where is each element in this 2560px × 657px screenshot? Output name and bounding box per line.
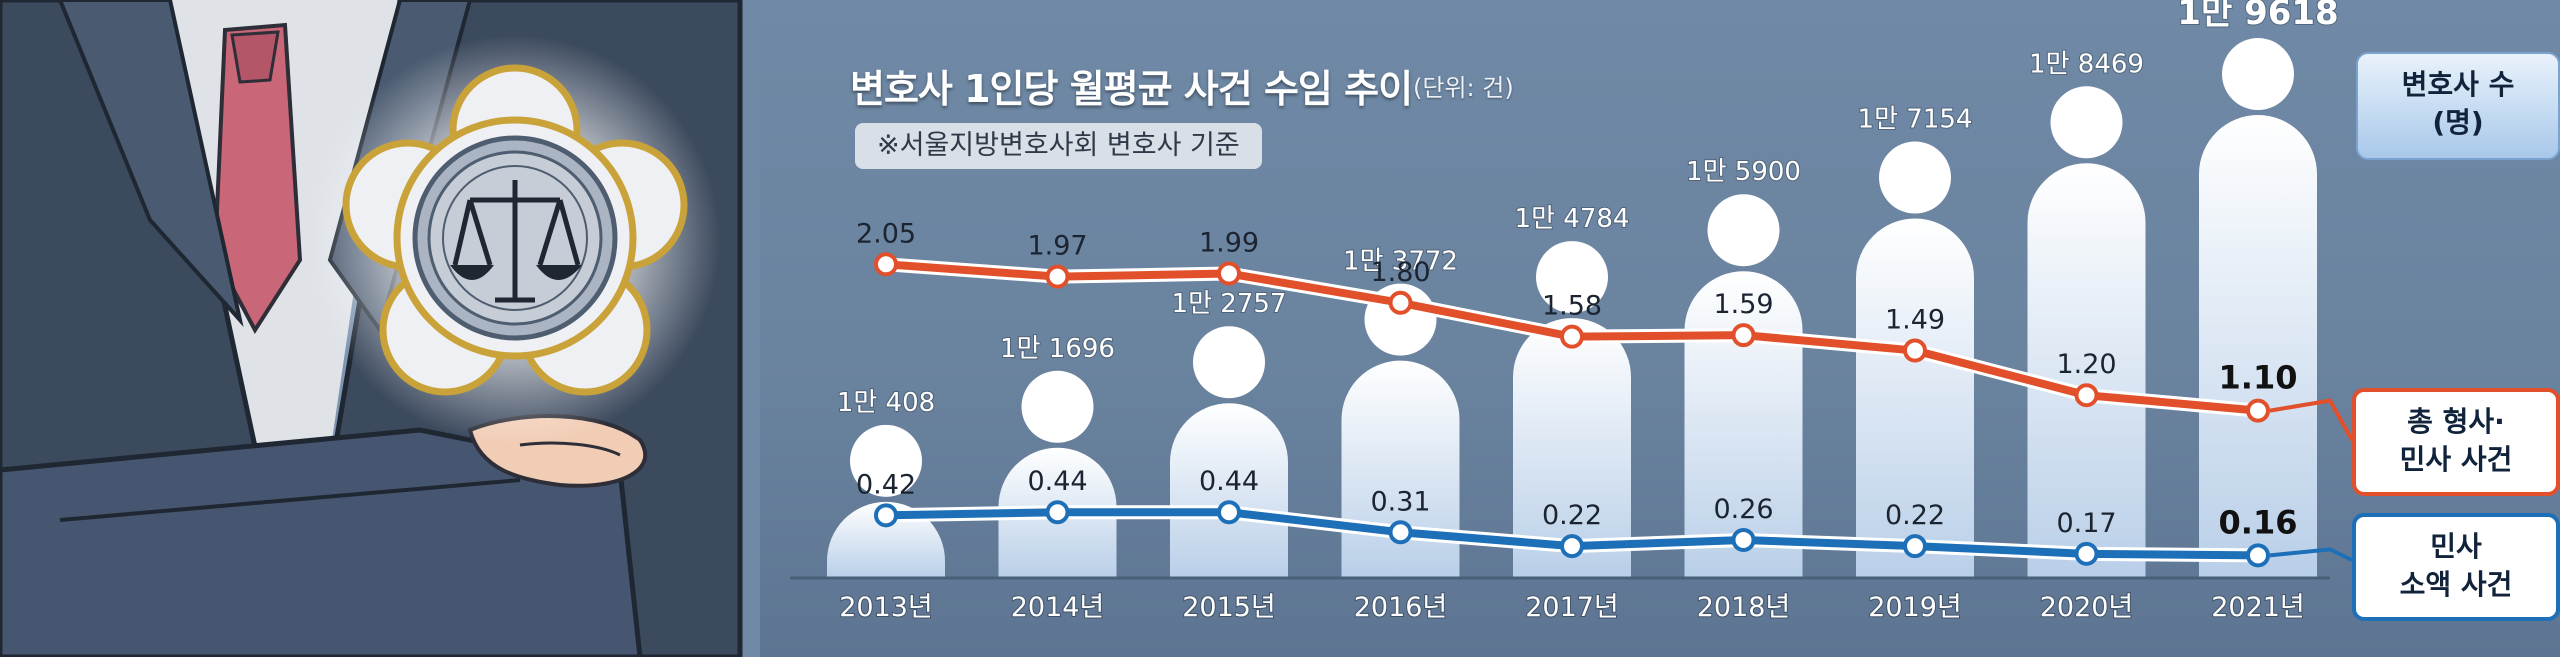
series-value-label: 1.80 — [1370, 257, 1430, 288]
legend-total-line1: 총 형사· — [2407, 405, 2505, 438]
series-value-label: 1.99 — [1199, 228, 1259, 259]
lawyer-body — [2027, 163, 2146, 578]
series-value-label: 0.22 — [1542, 500, 1602, 531]
lawyer-head — [1707, 194, 1780, 267]
legend-connector-total — [2269, 398, 2354, 441]
series-point — [1045, 500, 1070, 525]
lawyer-count-label: 1만 408 — [837, 388, 935, 418]
lawyer-count-label: 1만 8469 — [2029, 49, 2144, 79]
legend-total-line2: 민사 사건 — [2399, 443, 2513, 476]
badge-icon — [342, 64, 688, 396]
series-point — [1731, 323, 1756, 348]
series-value-label: 1.58 — [1542, 291, 1602, 322]
x-tick-label: 2014년 — [1011, 592, 1105, 623]
x-tick-label: 2021년 — [2211, 592, 2305, 623]
legend-small-claims: 민사 소액 사건 — [2352, 513, 2560, 621]
chart-title: 변호사 1인당 월평균 사건 수임 추이 — [850, 67, 1413, 111]
series-point — [1045, 264, 1070, 289]
legend-lawyers-line1: 변호사 수 — [2401, 68, 2515, 101]
series-point — [2246, 398, 2270, 423]
lawyer-count-label: 1만 4784 — [1515, 204, 1630, 234]
legend-total-cases: 총 형사· 민사 사건 — [2352, 388, 2560, 496]
lawyer-head — [850, 424, 922, 497]
series-point — [2074, 541, 2099, 566]
lawyer-body — [1684, 271, 1803, 578]
series-value-label: 0.16 — [2219, 503, 2298, 541]
lawyer-illustration — [0, 0, 760, 657]
lawyer-count-label: 1만 1696 — [1000, 334, 1115, 364]
series-value-label: 1.10 — [2219, 359, 2298, 397]
legend-connector-small — [2269, 547, 2353, 562]
series-value-label: 0.31 — [1370, 486, 1430, 517]
series-point — [1217, 261, 1241, 286]
series-point — [2074, 383, 2099, 408]
chart-unit: (단위: 건) — [1413, 74, 1514, 102]
lawyer-body — [1170, 403, 1288, 578]
legend-small-line2: 소액 사건 — [2399, 568, 2513, 601]
series-point — [1903, 338, 1927, 363]
series-value-label: 0.26 — [1713, 494, 1773, 525]
lawyer-count-label: 1만 3772 — [1343, 247, 1458, 277]
series-value-label: 1.20 — [2056, 349, 2116, 380]
lawyer-head — [2222, 38, 2294, 111]
series-value-label: 0.42 — [856, 469, 916, 500]
x-tick-label: 2019년 — [1868, 592, 1962, 623]
series-value-label: 1.59 — [1713, 289, 1773, 320]
x-tick-label: 2015년 — [1182, 592, 1276, 623]
x-tick-label: 2020년 — [2040, 592, 2134, 623]
series-value-label: 0.44 — [1199, 466, 1259, 497]
legend-lawyers-line2: (명) — [2432, 106, 2484, 139]
series-value-label: 1.97 — [1027, 231, 1087, 262]
lawyer-head — [1536, 241, 1608, 314]
lawyer-body — [1856, 218, 1974, 579]
series-point — [1217, 500, 1241, 525]
x-tick-label: 2016년 — [1354, 592, 1448, 623]
x-tick-label: 2017년 — [1525, 592, 1619, 623]
lawyer-head — [2050, 86, 2123, 159]
series-point — [2246, 543, 2270, 568]
lawyer-body — [1513, 318, 1631, 578]
series-point — [874, 252, 898, 277]
series-point — [1903, 534, 1927, 559]
legend-lawyers: 변호사 수 (명) — [2356, 52, 2560, 160]
lawyer-count-label: 1만 7154 — [1858, 105, 1973, 135]
lawyer-body — [1341, 360, 1460, 578]
chart-note: ※서울지방변호사회 변호사 기준 — [855, 123, 1262, 169]
series-value-label: 0.44 — [1027, 466, 1087, 497]
series-point — [1388, 520, 1413, 545]
series-point — [1388, 290, 1413, 315]
lawyer-head — [1193, 326, 1265, 399]
x-tick-label: 2018년 — [1697, 592, 1791, 623]
series-value-label: 0.22 — [1885, 500, 1945, 531]
lawyer-head — [1879, 141, 1951, 214]
series-point — [874, 503, 898, 528]
series-value-label: 2.05 — [856, 218, 916, 249]
lawyer-body — [2199, 115, 2317, 579]
lawyer-head — [1021, 370, 1094, 443]
legend-small-line1: 민사 — [2430, 530, 2482, 563]
lawyer-count-label: 1만 9618 — [2177, 0, 2338, 33]
series-point — [1731, 527, 1756, 552]
series-point — [1560, 324, 1584, 349]
series-value-label: 0.17 — [2056, 508, 2116, 539]
lawyer-count-label: 1만 5900 — [1686, 157, 1801, 187]
lawyer-count-label: 1만 2757 — [1172, 289, 1287, 319]
series-value-label: 1.49 — [1885, 305, 1945, 336]
series-point — [1560, 534, 1584, 559]
x-tick-label: 2013년 — [839, 592, 933, 623]
